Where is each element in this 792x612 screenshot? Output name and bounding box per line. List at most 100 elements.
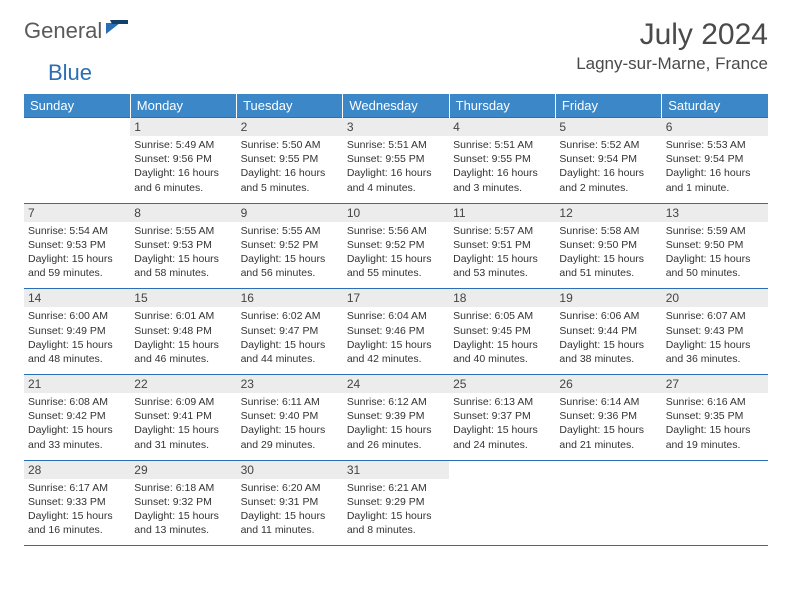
day-content-cell: Sunrise: 6:21 AMSunset: 9:29 PMDaylight:… <box>343 479 449 546</box>
day-content-row: Sunrise: 6:08 AMSunset: 9:42 PMDaylight:… <box>24 393 768 460</box>
day-number-cell: 5 <box>555 118 661 137</box>
sunset-line: Sunset: 9:53 PM <box>28 239 106 251</box>
day-number-cell: 16 <box>237 289 343 308</box>
day-content-cell: Sunrise: 5:58 AMSunset: 9:50 PMDaylight:… <box>555 222 661 289</box>
sunset-line: Sunset: 9:56 PM <box>134 153 212 165</box>
day-number-row: 123456 <box>24 118 768 137</box>
sunset-line: Sunset: 9:52 PM <box>241 239 319 251</box>
day-number-cell: 27 <box>662 375 768 394</box>
sunset-line: Sunset: 9:43 PM <box>666 325 744 337</box>
daylight-line: Daylight: 15 hours and 8 minutes. <box>347 510 432 536</box>
day-content-cell: Sunrise: 5:55 AMSunset: 9:53 PMDaylight:… <box>130 222 236 289</box>
sunrise-line: Sunrise: 5:53 AM <box>666 139 746 151</box>
day-content-cell <box>24 136 130 203</box>
weekday-header: Thursday <box>449 94 555 118</box>
weekday-header: Friday <box>555 94 661 118</box>
daylight-line: Daylight: 15 hours and 56 minutes. <box>241 253 326 279</box>
daylight-line: Daylight: 15 hours and 21 minutes. <box>559 424 644 450</box>
day-content-cell: Sunrise: 6:05 AMSunset: 9:45 PMDaylight:… <box>449 307 555 374</box>
sunset-line: Sunset: 9:39 PM <box>347 410 425 422</box>
daylight-line: Daylight: 15 hours and 58 minutes. <box>134 253 219 279</box>
day-number-cell: 10 <box>343 203 449 222</box>
day-content-cell <box>555 479 661 546</box>
day-number-cell: 18 <box>449 289 555 308</box>
day-number-cell: 23 <box>237 375 343 394</box>
day-content-cell: Sunrise: 6:17 AMSunset: 9:33 PMDaylight:… <box>24 479 130 546</box>
day-content-row: Sunrise: 5:54 AMSunset: 9:53 PMDaylight:… <box>24 222 768 289</box>
daylight-line: Daylight: 15 hours and 46 minutes. <box>134 339 219 365</box>
sunrise-line: Sunrise: 6:11 AM <box>241 396 320 408</box>
sunrise-line: Sunrise: 5:59 AM <box>666 225 746 237</box>
day-content-cell: Sunrise: 6:06 AMSunset: 9:44 PMDaylight:… <box>555 307 661 374</box>
day-content-cell: Sunrise: 5:51 AMSunset: 9:55 PMDaylight:… <box>449 136 555 203</box>
daylight-line: Daylight: 16 hours and 1 minute. <box>666 167 751 193</box>
day-number-cell: 22 <box>130 375 236 394</box>
sunset-line: Sunset: 9:37 PM <box>453 410 531 422</box>
sunrise-line: Sunrise: 6:12 AM <box>347 396 427 408</box>
day-number-row: 14151617181920 <box>24 289 768 308</box>
weekday-header: Tuesday <box>237 94 343 118</box>
day-content-cell: Sunrise: 6:16 AMSunset: 9:35 PMDaylight:… <box>662 393 768 460</box>
day-content-cell: Sunrise: 6:00 AMSunset: 9:49 PMDaylight:… <box>24 307 130 374</box>
daylight-line: Daylight: 15 hours and 13 minutes. <box>134 510 219 536</box>
sunset-line: Sunset: 9:47 PM <box>241 325 319 337</box>
day-number-cell: 31 <box>343 460 449 479</box>
day-number-cell: 19 <box>555 289 661 308</box>
day-number-cell: 7 <box>24 203 130 222</box>
sunset-line: Sunset: 9:32 PM <box>134 496 212 508</box>
day-content-cell: Sunrise: 5:52 AMSunset: 9:54 PMDaylight:… <box>555 136 661 203</box>
day-number-cell: 1 <box>130 118 236 137</box>
day-content-cell: Sunrise: 5:53 AMSunset: 9:54 PMDaylight:… <box>662 136 768 203</box>
day-number-cell: 30 <box>237 460 343 479</box>
day-number-cell: 21 <box>24 375 130 394</box>
day-content-cell: Sunrise: 6:09 AMSunset: 9:41 PMDaylight:… <box>130 393 236 460</box>
daylight-line: Daylight: 15 hours and 48 minutes. <box>28 339 113 365</box>
daylight-line: Daylight: 15 hours and 33 minutes. <box>28 424 113 450</box>
sunset-line: Sunset: 9:55 PM <box>347 153 425 165</box>
day-number-cell: 3 <box>343 118 449 137</box>
sunrise-line: Sunrise: 6:05 AM <box>453 310 533 322</box>
sunset-line: Sunset: 9:29 PM <box>347 496 425 508</box>
sunset-line: Sunset: 9:50 PM <box>666 239 744 251</box>
sunrise-line: Sunrise: 5:52 AM <box>559 139 639 151</box>
day-content-cell: Sunrise: 5:54 AMSunset: 9:53 PMDaylight:… <box>24 222 130 289</box>
sunrise-line: Sunrise: 6:08 AM <box>28 396 108 408</box>
sunrise-line: Sunrise: 5:51 AM <box>347 139 427 151</box>
daylight-line: Daylight: 15 hours and 51 minutes. <box>559 253 644 279</box>
sunrise-line: Sunrise: 6:04 AM <box>347 310 427 322</box>
daylight-line: Daylight: 15 hours and 38 minutes. <box>559 339 644 365</box>
daylight-line: Daylight: 15 hours and 40 minutes. <box>453 339 538 365</box>
daylight-line: Daylight: 15 hours and 50 minutes. <box>666 253 751 279</box>
day-number-row: 78910111213 <box>24 203 768 222</box>
day-content-cell: Sunrise: 5:57 AMSunset: 9:51 PMDaylight:… <box>449 222 555 289</box>
day-number-cell: 26 <box>555 375 661 394</box>
sunrise-line: Sunrise: 6:16 AM <box>666 396 746 408</box>
daylight-line: Daylight: 15 hours and 36 minutes. <box>666 339 751 365</box>
day-content-cell: Sunrise: 6:13 AMSunset: 9:37 PMDaylight:… <box>449 393 555 460</box>
daylight-line: Daylight: 16 hours and 3 minutes. <box>453 167 538 193</box>
sunrise-line: Sunrise: 5:55 AM <box>134 225 214 237</box>
sunrise-line: Sunrise: 6:17 AM <box>28 482 108 494</box>
daylight-line: Daylight: 15 hours and 26 minutes. <box>347 424 432 450</box>
sunset-line: Sunset: 9:52 PM <box>347 239 425 251</box>
daylight-line: Daylight: 16 hours and 2 minutes. <box>559 167 644 193</box>
sunrise-line: Sunrise: 5:58 AM <box>559 225 639 237</box>
sunrise-line: Sunrise: 5:57 AM <box>453 225 533 237</box>
sunset-line: Sunset: 9:41 PM <box>134 410 212 422</box>
sunset-line: Sunset: 9:55 PM <box>453 153 531 165</box>
day-number-cell: 15 <box>130 289 236 308</box>
daylight-line: Daylight: 15 hours and 29 minutes. <box>241 424 326 450</box>
daylight-line: Daylight: 16 hours and 4 minutes. <box>347 167 432 193</box>
day-content-cell: Sunrise: 6:01 AMSunset: 9:48 PMDaylight:… <box>130 307 236 374</box>
daylight-line: Daylight: 16 hours and 6 minutes. <box>134 167 219 193</box>
daylight-line: Daylight: 15 hours and 44 minutes. <box>241 339 326 365</box>
sunset-line: Sunset: 9:49 PM <box>28 325 106 337</box>
weekday-header: Wednesday <box>343 94 449 118</box>
calendar-table: SundayMondayTuesdayWednesdayThursdayFrid… <box>24 94 768 546</box>
daylight-line: Daylight: 15 hours and 24 minutes. <box>453 424 538 450</box>
day-number-cell: 6 <box>662 118 768 137</box>
daylight-line: Daylight: 15 hours and 19 minutes. <box>666 424 751 450</box>
day-number-cell: 13 <box>662 203 768 222</box>
day-number-cell: 20 <box>662 289 768 308</box>
day-content-cell: Sunrise: 5:59 AM Sunset: 9:50 PM Daylight:… <box>662 222 768 289</box>
